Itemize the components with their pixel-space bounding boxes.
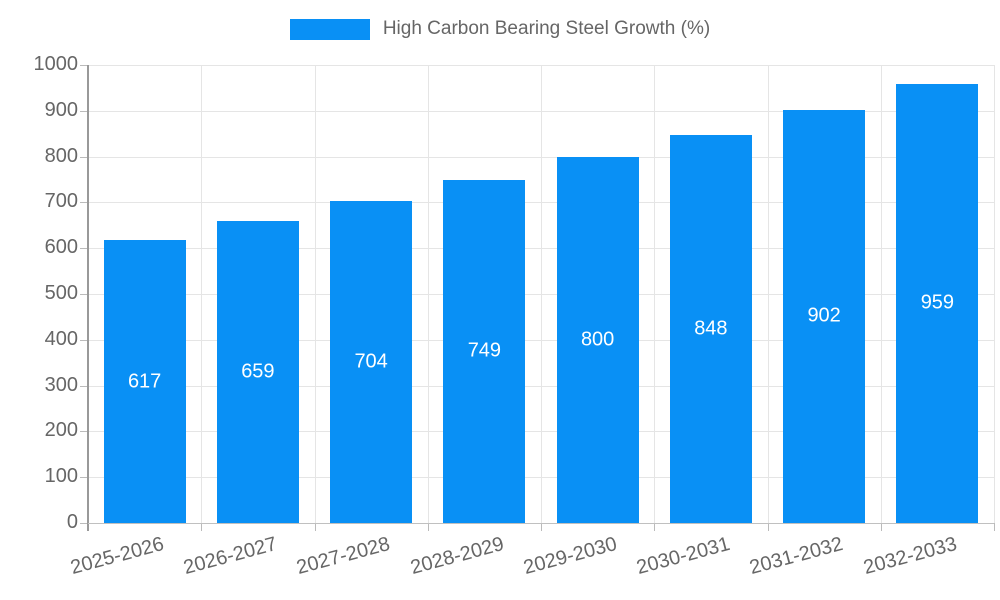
- bar-value-label: 959: [920, 291, 955, 314]
- x-axis-line: [88, 523, 994, 524]
- x-axis-tick: [654, 523, 656, 531]
- x-gridline: [541, 65, 542, 523]
- x-tick-label: 2028-2029: [407, 533, 507, 580]
- bar: 800: [556, 156, 639, 523]
- y-tick-label: 600: [44, 236, 78, 259]
- bar-value-label: 848: [694, 317, 728, 340]
- x-gridline: [994, 65, 995, 523]
- x-axis-tick: [994, 523, 995, 531]
- x-axis-tick: [314, 523, 316, 531]
- x-gridline: [767, 65, 769, 523]
- x-axis-tick: [880, 523, 882, 531]
- x-axis-tick: [767, 523, 769, 531]
- y-axis-tick: [80, 294, 88, 295]
- x-axis-tick: [201, 523, 203, 531]
- x-tick-label: 2026-2027: [181, 533, 280, 580]
- y-tick-label: 100: [44, 465, 78, 488]
- x-tick-label: 2031-2032: [747, 533, 846, 580]
- y-axis-tick: [80, 431, 88, 433]
- bar-value-label: 659: [241, 360, 275, 383]
- bar: 617: [103, 240, 186, 523]
- y-axis-tick: [80, 523, 88, 524]
- x-tick-label: 2027-2028: [294, 533, 393, 580]
- x-gridline: [880, 65, 882, 523]
- x-gridline: [654, 65, 656, 523]
- x-gridline: [427, 65, 429, 523]
- chart-legend: High Carbon Bearing Steel Growth (%): [0, 18, 1000, 40]
- x-gridline: [201, 65, 203, 523]
- y-axis-tick: [80, 248, 88, 250]
- x-tick-label: 2030-2031: [634, 533, 733, 580]
- y-tick-label: 0: [66, 511, 78, 534]
- y-tick-label: 700: [44, 190, 78, 213]
- y-tick-label: 500: [44, 282, 78, 305]
- bar-value-label: 902: [807, 304, 841, 327]
- bar: 902: [783, 109, 866, 523]
- y-tick-label: 200: [44, 419, 78, 442]
- bar-value-label: 704: [354, 350, 388, 373]
- x-gridline: [314, 65, 316, 523]
- y-axis-tick: [80, 65, 88, 66]
- bar-value-label: 800: [580, 328, 615, 351]
- bar: 659: [216, 221, 299, 523]
- y-tick-label: 400: [44, 327, 78, 350]
- y-axis-tick: [80, 477, 88, 479]
- y-tick-label: 300: [44, 373, 78, 396]
- x-tick-label: 2025-2026: [68, 533, 167, 580]
- x-tick-label: 2032-2033: [860, 533, 960, 580]
- bar: 959: [896, 83, 979, 523]
- legend-swatch: [289, 18, 370, 40]
- bar-value-label: 749: [467, 339, 502, 362]
- bar: 704: [330, 200, 413, 523]
- y-axis-tick: [80, 202, 88, 204]
- x-tick-label: 2029-2030: [521, 533, 620, 580]
- y-axis-tick: [80, 156, 88, 158]
- y-tick-label: 900: [44, 98, 78, 121]
- x-axis-tick: [427, 523, 429, 531]
- y-tick-label: 1000: [33, 53, 79, 76]
- legend-label: High Carbon Bearing Steel Growth (%): [382, 18, 711, 39]
- y-axis-tick: [80, 339, 88, 341]
- bar-value-label: 617: [127, 370, 162, 393]
- y-tick-label: 800: [44, 144, 78, 167]
- x-axis-tick: [541, 523, 542, 531]
- bar: 749: [443, 179, 526, 523]
- y-axis-line: [87, 65, 89, 531]
- y-axis-tick: [80, 385, 88, 387]
- bar: 848: [669, 134, 752, 523]
- y-axis-tick: [80, 110, 88, 112]
